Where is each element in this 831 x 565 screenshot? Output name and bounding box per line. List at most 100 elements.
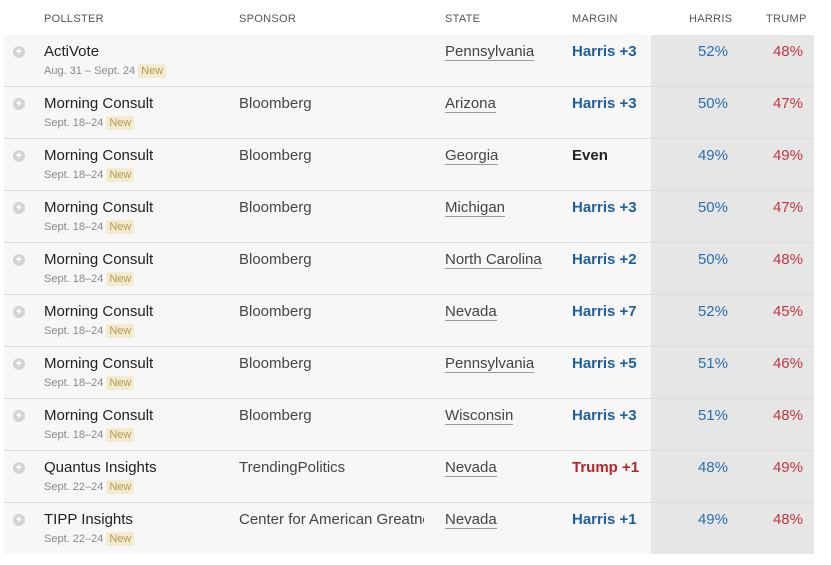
expand-plus-icon[interactable]: + xyxy=(13,410,25,422)
poll-date-range: Sept. 18–24 xyxy=(44,325,104,337)
table-row[interactable]: + TIPP Insights Sept. 22–24 New Center for A… xyxy=(4,503,814,554)
table-row[interactable]: + Morning Consult Sept. 18–24 New Bloomberg M… xyxy=(4,191,814,243)
poll-date-range: Sept. 18–24 xyxy=(44,169,104,181)
new-badge: New xyxy=(106,428,135,442)
table-row[interactable]: + Morning Consult Sept. 18–24 New Bloomberg G… xyxy=(4,139,814,191)
harris-percent: 49% xyxy=(697,147,728,164)
poll-dates: Sept. 18–24 New xyxy=(44,428,135,442)
expand-plus-icon[interactable]: + xyxy=(13,462,25,474)
poll-date-range: Sept. 22–24 xyxy=(44,533,104,545)
new-badge: New xyxy=(106,168,135,182)
new-badge: New xyxy=(106,532,135,546)
margin-value: Harris +3 xyxy=(572,43,637,60)
table-body: + ActiVote Aug. 31 – Sept. 24 New Pennsylvan… xyxy=(4,35,814,554)
state-link[interactable]: North Carolina xyxy=(445,251,542,269)
table-row[interactable]: + Morning Consult Sept. 18–24 New Bloomberg N… xyxy=(4,295,814,347)
expand-plus-icon[interactable]: + xyxy=(13,306,25,318)
sponsor-name: TrendingPolitics xyxy=(239,459,346,476)
result-column-shade xyxy=(651,399,814,450)
state-link[interactable]: Arizona xyxy=(445,95,496,113)
column-header-margin: MARGIN xyxy=(572,13,618,25)
pollster-name: Morning Consult xyxy=(44,95,154,112)
poll-dates: Sept. 18–24 New xyxy=(44,324,135,338)
new-badge: New xyxy=(106,376,135,390)
poll-date-range: Sept. 18–24 xyxy=(44,273,104,285)
trump-percent: 48% xyxy=(772,407,803,424)
trump-percent: 45% xyxy=(772,303,803,320)
poll-date-range: Sept. 18–24 xyxy=(44,429,104,441)
result-column-shade xyxy=(651,451,814,502)
margin-value: Even xyxy=(572,147,608,164)
new-badge: New xyxy=(106,116,135,130)
trump-percent: 47% xyxy=(772,199,803,216)
trump-percent: 48% xyxy=(772,251,803,268)
column-header-pollster: POLLSTER xyxy=(44,13,104,25)
trump-percent: 48% xyxy=(772,511,803,528)
state-link[interactable]: Nevada xyxy=(445,459,497,477)
state-link[interactable]: Nevada xyxy=(445,303,497,321)
result-column-shade xyxy=(651,35,814,86)
new-badge: New xyxy=(106,324,135,338)
margin-value: Harris +1 xyxy=(572,511,637,528)
margin-value: Trump +1 xyxy=(572,459,640,476)
result-column-shade xyxy=(651,347,814,398)
table-row[interactable]: + ActiVote Aug. 31 – Sept. 24 New Pennsylvan… xyxy=(4,35,814,87)
pollster-name: Morning Consult xyxy=(44,407,154,424)
sponsor-name: Bloomberg xyxy=(239,407,312,424)
poll-date-range: Sept. 18–24 xyxy=(44,117,104,129)
sponsor-name: Bloomberg xyxy=(239,199,312,216)
harris-percent: 48% xyxy=(697,459,728,476)
pollster-name: Morning Consult xyxy=(44,251,154,268)
new-badge: New xyxy=(106,480,135,494)
table-row[interactable]: + Morning Consult Sept. 18–24 New Bloomberg N… xyxy=(4,243,814,295)
trump-percent: 47% xyxy=(772,95,803,112)
harris-percent: 51% xyxy=(697,355,728,372)
harris-percent: 52% xyxy=(697,303,728,320)
sponsor-name: Bloomberg xyxy=(239,251,312,268)
table-row[interactable]: + Morning Consult Sept. 18–24 New Bloomberg W… xyxy=(4,399,814,451)
state-link[interactable]: Pennsylvania xyxy=(445,43,535,61)
column-header-trump: TRUMP xyxy=(766,13,807,25)
result-column-shade xyxy=(651,295,814,346)
expand-plus-icon[interactable]: + xyxy=(13,98,25,110)
table-row[interactable]: + Morning Consult Sept. 18–24 New Bloomberg P… xyxy=(4,347,814,399)
state-link[interactable]: Pennsylvania xyxy=(445,355,535,373)
poll-dates: Sept. 18–24 New xyxy=(44,220,135,234)
new-badge: New xyxy=(106,220,135,234)
new-badge: New xyxy=(138,64,167,78)
table-row[interactable]: + Quantus Insights Sept. 22–24 New TrendingP… xyxy=(4,451,814,503)
pollster-name: Morning Consult xyxy=(44,303,154,320)
state-link[interactable]: Michigan xyxy=(445,199,506,217)
table-row[interactable]: + Morning Consult Sept. 18–24 New Bloomberg A… xyxy=(4,87,814,139)
pollster-name: ActiVote xyxy=(44,43,100,60)
harris-percent: 50% xyxy=(697,251,728,268)
result-column-shade xyxy=(651,243,814,294)
state-link[interactable]: Wisconsin xyxy=(445,407,514,425)
poll-date-range: Sept. 18–24 xyxy=(44,377,104,389)
poll-dates: Sept. 22–24 New xyxy=(44,532,135,546)
sponsor-name: Center for American Greatness xyxy=(239,511,424,528)
expand-plus-icon[interactable]: + xyxy=(13,150,25,162)
expand-plus-icon[interactable]: + xyxy=(13,358,25,370)
result-column-shade xyxy=(651,191,814,242)
state-link[interactable]: Nevada xyxy=(445,511,497,529)
result-column-shade xyxy=(651,503,814,554)
state-link[interactable]: Georgia xyxy=(445,147,499,165)
expand-plus-icon[interactable]: + xyxy=(13,46,25,58)
poll-date-range: Aug. 31 – Sept. 24 xyxy=(44,65,136,77)
expand-plus-icon[interactable]: + xyxy=(13,514,25,526)
margin-value: Harris +3 xyxy=(572,407,637,424)
poll-dates: Sept. 18–24 New xyxy=(44,116,135,130)
poll-dates: Sept. 18–24 New xyxy=(44,168,135,182)
trump-percent: 49% xyxy=(772,147,803,164)
poll-dates: Aug. 31 – Sept. 24 New xyxy=(44,64,167,78)
expand-plus-icon[interactable]: + xyxy=(13,202,25,214)
margin-value: Harris +3 xyxy=(572,199,637,216)
harris-percent: 50% xyxy=(697,95,728,112)
result-column-shade xyxy=(651,139,814,190)
pollster-name: Morning Consult xyxy=(44,355,154,372)
expand-plus-icon[interactable]: + xyxy=(13,254,25,266)
trump-percent: 48% xyxy=(772,43,803,60)
harris-percent: 52% xyxy=(697,43,728,60)
trump-percent: 49% xyxy=(772,459,803,476)
